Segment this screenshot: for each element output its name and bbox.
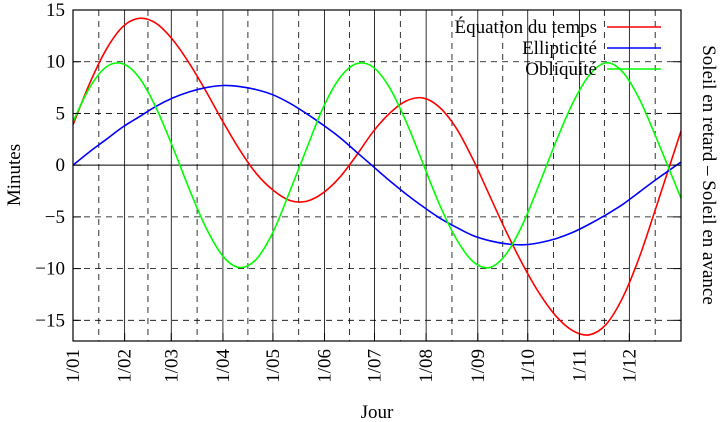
y-tick-label-2: 5 [56,103,66,124]
x-tick-label-3: 1/04 [213,349,234,383]
y-tick-label-0: 15 [46,0,65,21]
x-tick-label-2: 1/03 [161,349,182,383]
y-tick-label-3: 0 [56,155,66,176]
legend-label-2: Obliquité [525,59,597,80]
x-tick-label-7: 1/08 [416,349,437,383]
x-tick-label-11: 1/12 [619,349,640,383]
series-line-0 [73,17,681,336]
y-tick-label-5: −10 [35,259,65,280]
x-tick-label-0: 1/01 [63,349,84,383]
legend-label-1: Ellipticité [522,38,597,59]
x-tick-label-5: 1/06 [315,349,336,383]
y-axis-label: Minutes [4,144,25,206]
y-tick-label-1: 10 [46,52,65,73]
y-tick-label-6: −15 [35,310,65,331]
x-tick-label-8: 1/09 [468,349,489,383]
y-tick-label-4: −5 [45,207,65,228]
x-tick-label-1: 1/02 [115,349,136,383]
plot-frame [72,9,682,342]
x-axis-label: Jour [361,402,394,422]
x-tick-label-9: 1/10 [518,349,539,383]
x-tick-label-4: 1/05 [263,349,284,383]
x-tick-label-10: 1/11 [569,349,590,382]
x-tick-label-6: 1/07 [365,349,386,383]
y2-axis-label: Soleil en retard – Soleil en avance [698,45,719,305]
legend-label-0: Équation du temps [455,16,597,38]
series-line-2 [73,61,681,269]
series-lines [73,17,681,336]
y-axis-ticks: 15 10 5 0 −5 −10 −15 [35,0,681,331]
x-axis-ticks: 1/01 1/02 1/03 1/04 1/05 1/06 1/07 1/08 1/09 1/10… [63,333,640,383]
series-line-1 [73,84,681,246]
